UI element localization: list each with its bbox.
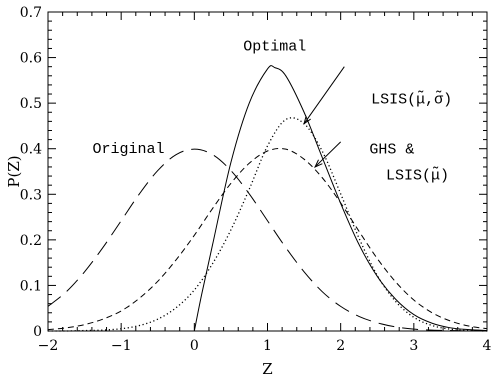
y-tick-label: 0.1: [20, 278, 42, 294]
y-tick-label: 0.2: [20, 233, 42, 249]
annotation-arrowhead: [314, 159, 323, 168]
y-tick-label: 0: [33, 324, 42, 340]
annotation-label: LSIS(μ̃,σ̃): [371, 91, 452, 109]
x-tick-label: 1: [263, 338, 272, 354]
annotation-label: Optimal: [243, 38, 306, 55]
x-tick-label: 2: [336, 338, 345, 354]
x-tick-label: 3: [409, 338, 418, 354]
annotation-arrowhead: [303, 115, 311, 125]
x-tick-label: −2: [38, 338, 59, 354]
y-tick-label: 0.4: [20, 142, 42, 158]
annotation-arrow: [303, 66, 345, 124]
annotation-label: GHS &: [369, 142, 414, 159]
annotation-label: Original: [92, 141, 164, 158]
series-line-3: [193, 65, 488, 332]
y-axis-label: P(Z): [5, 155, 23, 187]
x-tick-label: 0: [190, 338, 199, 354]
series-line-0: [47, 148, 488, 332]
series-line-2: [47, 148, 488, 331]
series-line-1: [47, 117, 488, 332]
x-tick-label: 4: [483, 338, 492, 354]
y-tick-label: 0.6: [20, 51, 42, 67]
annotation-label: LSIS(μ̃): [386, 167, 449, 185]
x-axis-label: Z: [262, 360, 272, 378]
x-tick-label: −1: [111, 338, 132, 354]
y-tick-label: 0.3: [20, 187, 42, 203]
annotation-arrow: [314, 141, 342, 168]
y-tick-label: 0.5: [20, 96, 42, 112]
y-tick-label: 0.7: [20, 5, 42, 21]
